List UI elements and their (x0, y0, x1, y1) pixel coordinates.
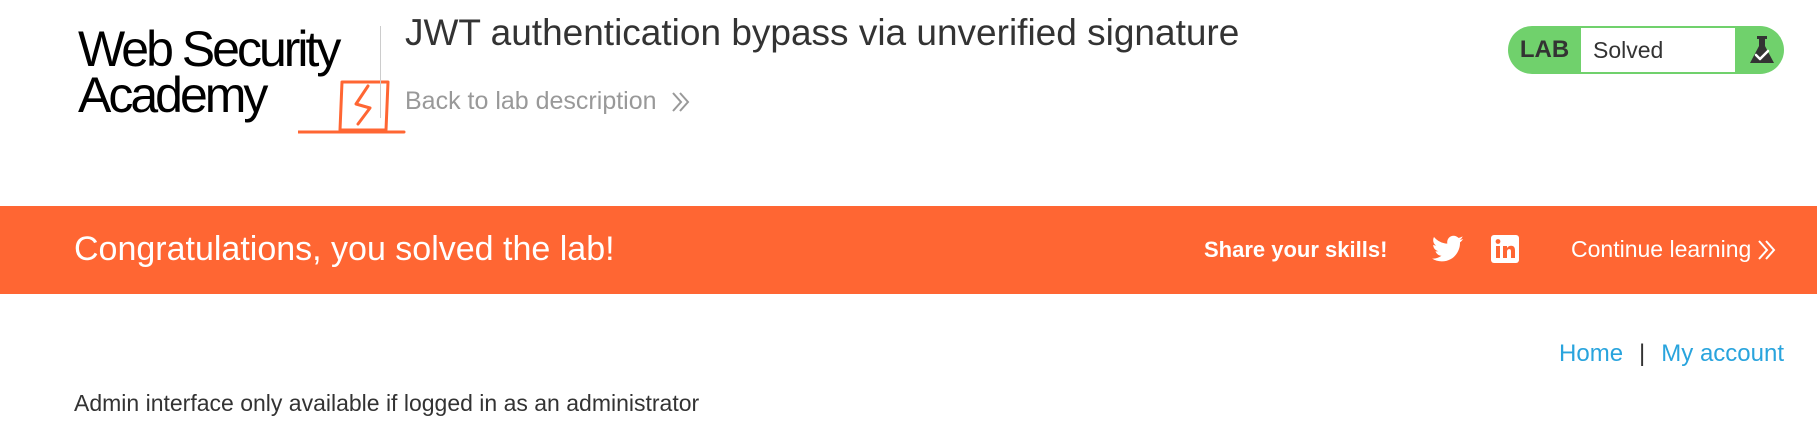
back-to-lab-description-link[interactable]: Back to lab description (405, 87, 691, 116)
web-security-academy-logo[interactable]: Web Security Academy (72, 21, 406, 134)
linkedin-icon[interactable] (1491, 235, 1519, 263)
logo-text-line2: Academy (78, 67, 268, 123)
back-link-label: Back to lab description (405, 87, 657, 115)
solved-banner: Congratulations, you solved the lab! Sha… (0, 206, 1817, 294)
flask-icon (1750, 36, 1774, 63)
congratulations-message: Congratulations, you solved the lab! (74, 230, 615, 268)
lab-status-widget: LAB Solved (1508, 26, 1784, 74)
account-nav: Home | My account (1559, 340, 1784, 368)
home-link[interactable]: Home (1559, 340, 1624, 367)
share-skills-label: Share your skills! (1204, 237, 1388, 262)
double-chevron-right-icon (1758, 239, 1776, 260)
nav-separator: | (1639, 340, 1646, 367)
my-account-link[interactable]: My account (1661, 340, 1784, 367)
twitter-icon[interactable] (1432, 235, 1464, 263)
header-divider (380, 26, 381, 118)
double-chevron-right-icon (671, 91, 689, 112)
continue-learning-link[interactable]: Continue learning (1571, 236, 1777, 263)
lab-header: Web Security Academy JWT authentication … (0, 0, 1817, 205)
lab-state: Solved (1581, 28, 1735, 72)
lab-title: JWT authentication bypass via unverified… (405, 12, 1240, 53)
logo-text-line1: Web Security (78, 21, 341, 77)
continue-learning-label: Continue learning (1571, 236, 1752, 262)
lab-tag: LAB (1519, 36, 1570, 63)
admin-unavailable-message: Admin interface only available if logged… (74, 390, 700, 416)
logo-flask-mark-icon (298, 80, 406, 134)
